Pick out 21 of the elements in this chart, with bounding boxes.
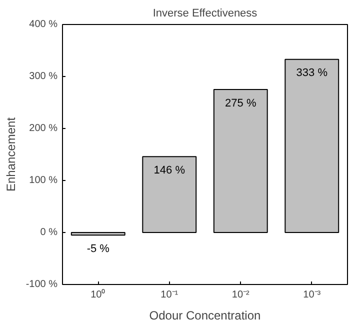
y-tick-label: 400 %	[29, 19, 58, 30]
y-tick-label: 100 %	[29, 175, 58, 186]
y-tick-label: -100 %	[26, 279, 58, 290]
bar	[284, 58, 340, 233]
data-label: -5 %	[86, 242, 110, 255]
data-label: 146 %	[154, 164, 186, 176]
x-tick-label: 10⁻²	[232, 290, 250, 300]
y-tick-label: 300 %	[29, 71, 58, 82]
data-label: 275 %	[225, 97, 256, 110]
bar	[70, 232, 126, 236]
bar	[213, 89, 268, 233]
y-axis-title: Enhancement	[4, 116, 18, 192]
y-tick-label: 0 %	[40, 227, 58, 238]
bar	[142, 156, 197, 233]
x-tick-label: 10⁰	[90, 288, 106, 300]
x-tick-label: 10⁻¹	[160, 290, 179, 300]
x-axis-title: Odour Concentration	[149, 308, 261, 322]
data-label: 333 %	[296, 67, 328, 80]
x-tick-label: 10⁻³	[303, 290, 322, 300]
y-tick-label: 200 %	[29, 123, 58, 134]
chart-title: Inverse Effectiveness	[152, 8, 258, 20]
